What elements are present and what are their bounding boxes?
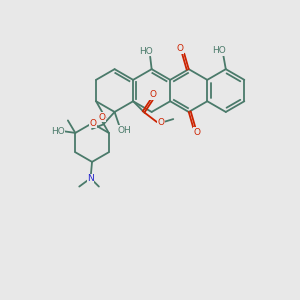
Text: O: O <box>177 44 184 53</box>
Text: O: O <box>89 119 96 128</box>
Text: O: O <box>150 90 157 99</box>
Text: OH: OH <box>118 126 131 135</box>
Text: O: O <box>157 118 164 127</box>
Text: HO: HO <box>139 47 153 56</box>
Text: O: O <box>99 112 106 122</box>
Text: HO: HO <box>212 46 226 55</box>
Text: O: O <box>194 128 200 137</box>
Text: HO: HO <box>51 127 65 136</box>
Text: N: N <box>87 174 94 183</box>
